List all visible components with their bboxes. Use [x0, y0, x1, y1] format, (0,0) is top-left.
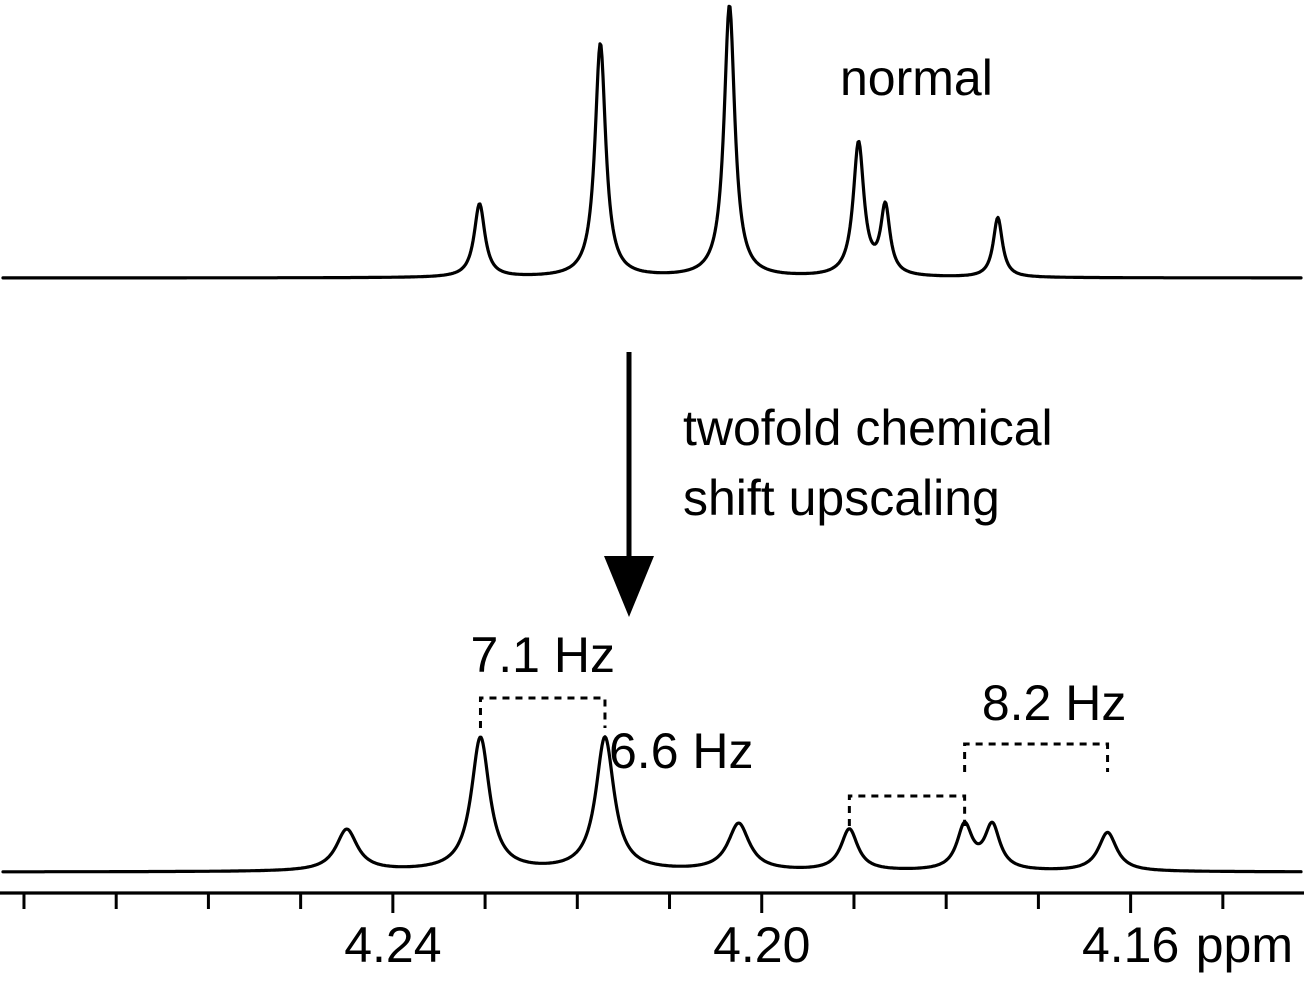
label-normal: normal [840, 50, 993, 106]
tick-label-4-24: 4.24 [344, 917, 441, 973]
label-6-6-hz: 6.6 Hz [609, 723, 754, 779]
spectrum-normal [1, 4, 1303, 280]
label-upscaling-line2: shift upscaling [683, 470, 1000, 526]
tick-label-4-20: 4.20 [713, 917, 810, 973]
tick-label-4-16: 4.16 [1082, 917, 1179, 973]
spectrum-upscaled [1, 735, 1303, 874]
label-8-2-hz: 8.2 Hz [982, 675, 1127, 731]
label-7-1-hz: 7.1 Hz [470, 627, 615, 683]
coupling-bracket-6-6 [847, 794, 967, 826]
x-axis-ticks [22, 893, 1225, 913]
coupling-bracket-7-1 [478, 696, 607, 728]
label-upscaling-line1: twofold chemical [683, 400, 1053, 456]
x-axis-unit-label: ppm [1196, 917, 1293, 973]
transform-arrow-head [604, 556, 654, 617]
coupling-bracket-8-2 [963, 742, 1110, 772]
